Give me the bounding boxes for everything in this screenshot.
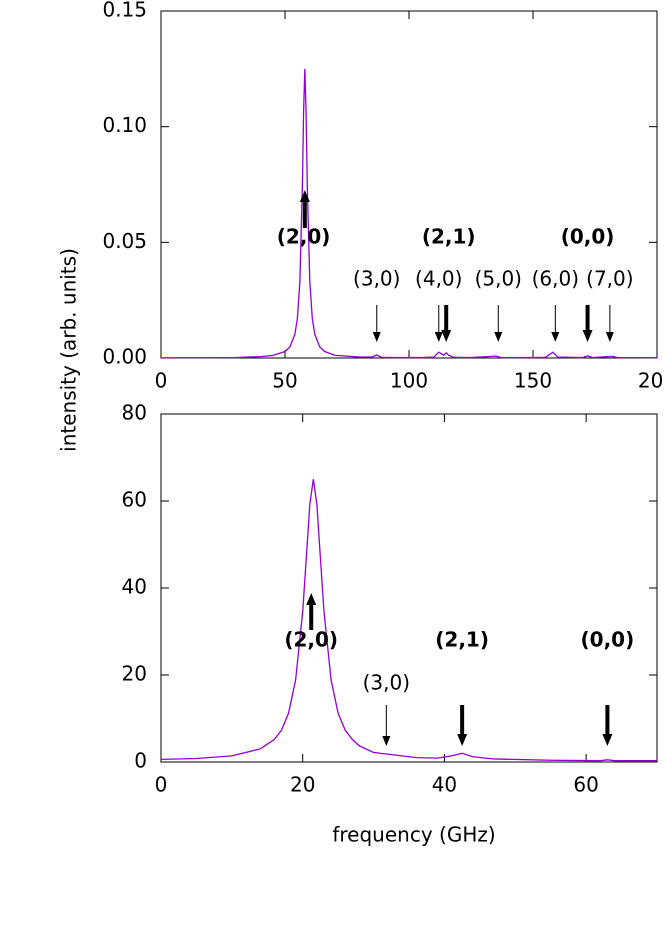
y-tick-label: 0 [134, 749, 147, 773]
annotation: (2,1) [422, 225, 476, 249]
arrow-head [441, 330, 452, 342]
annotation: (6,0) [532, 267, 579, 291]
x-tick-label: 20 [290, 773, 315, 797]
arrow-head [382, 736, 391, 746]
arrow-head [299, 190, 310, 202]
annotation: (5,0) [475, 267, 522, 291]
y-tick-label: 0.00 [102, 345, 147, 369]
arrow-head [494, 332, 503, 342]
arrow-head [372, 332, 381, 342]
y-tick-label: 0.15 [102, 0, 147, 22]
plot-frame [160, 413, 658, 763]
arrow-head [457, 734, 468, 746]
data-line [160, 479, 657, 762]
x-tick-label: 50 [272, 369, 297, 393]
annotation: (0,0) [581, 628, 635, 652]
y-tick-label: 80 [122, 401, 147, 425]
annotation: (3,0) [353, 267, 400, 291]
x-tick-label: 200 [638, 369, 664, 393]
arrow-head [582, 330, 593, 342]
y-tick-label: 20 [122, 662, 147, 686]
x-tick-label: 60 [573, 773, 598, 797]
arrow-head [602, 734, 613, 746]
annotation: (7,0) [586, 267, 633, 291]
y-tick-label: 0.10 [102, 113, 147, 137]
arrow-head [434, 332, 443, 342]
x-axis-label: frequency (GHz) [332, 823, 495, 847]
annotation: (3,0) [363, 671, 410, 695]
y-tick-label: 40 [122, 575, 147, 599]
annotation: (4,0) [415, 267, 462, 291]
y-tick-label: 60 [122, 488, 147, 512]
x-tick-label: 0 [155, 773, 168, 797]
arrow-head [306, 593, 317, 605]
arrow-head [605, 332, 614, 342]
x-tick-label: 150 [514, 369, 552, 393]
arrow-head [551, 332, 560, 342]
y-axis-label: intensity (arb. units) [57, 248, 81, 452]
data-line [161, 68, 658, 359]
x-tick-label: 40 [432, 773, 457, 797]
plot-frame [160, 10, 658, 359]
x-tick-label: 100 [390, 369, 428, 393]
x-tick-label: 0 [155, 369, 168, 393]
y-tick-label: 0.05 [102, 229, 147, 253]
annotation: (2,0) [277, 225, 331, 249]
annotation: (2,0) [284, 628, 338, 652]
annotation: (2,1) [435, 628, 489, 652]
annotation: (0,0) [561, 225, 615, 249]
